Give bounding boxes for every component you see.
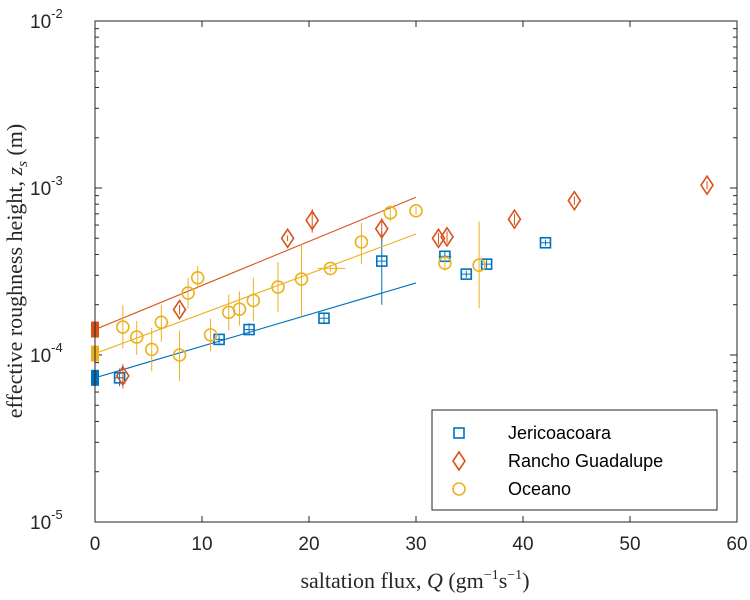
data-point bbox=[280, 227, 295, 249]
x-tick-label: 10 bbox=[191, 534, 212, 555]
tick-labels: 0 10 20 30 40 50 60 10-5 10-4 10-3 10-2 bbox=[30, 6, 748, 555]
data-point bbox=[190, 270, 205, 285]
legend-label: Rancho Guadalupe bbox=[508, 451, 663, 471]
series-rancho-guadalupe bbox=[91, 174, 715, 389]
x-tick-label: 60 bbox=[726, 534, 747, 555]
x-tick-label: 30 bbox=[405, 534, 426, 555]
legend-marker bbox=[453, 427, 465, 439]
data-point bbox=[246, 293, 261, 308]
x-axis-label: saltation flux, Q (gm−1s−1) bbox=[300, 568, 529, 593]
data-point bbox=[305, 209, 320, 231]
axes-box bbox=[94, 20, 738, 523]
data-point bbox=[700, 174, 715, 196]
data-point bbox=[243, 323, 255, 336]
legend-box bbox=[431, 409, 718, 511]
legend-marker bbox=[452, 450, 466, 472]
data-point bbox=[375, 255, 388, 267]
data-point bbox=[374, 218, 389, 240]
data-point bbox=[172, 299, 187, 321]
legend-label: Oceano bbox=[508, 479, 571, 499]
plot-area bbox=[91, 174, 715, 389]
y-tick-label: 10-5 bbox=[30, 507, 63, 534]
data-point bbox=[115, 365, 130, 387]
x-tick-label: 40 bbox=[512, 534, 533, 555]
y-tick-label: 10-4 bbox=[30, 340, 63, 367]
legend-label: Jericoacoara bbox=[508, 423, 612, 443]
data-point bbox=[409, 204, 423, 218]
data-point bbox=[232, 302, 247, 317]
data-point bbox=[539, 236, 552, 249]
data-point bbox=[294, 272, 309, 286]
y-axis-label: effective roughness height, zs (m) bbox=[2, 124, 31, 418]
data-point bbox=[129, 330, 144, 344]
data-point bbox=[181, 286, 195, 300]
data-point bbox=[323, 261, 338, 276]
data-point bbox=[203, 328, 218, 342]
data-point bbox=[354, 235, 369, 249]
fit-line bbox=[94, 196, 417, 331]
x-tick-label: 50 bbox=[619, 534, 640, 555]
legend-marker bbox=[452, 482, 466, 496]
data-point bbox=[154, 315, 169, 330]
data-point bbox=[507, 208, 522, 230]
series-oceano bbox=[91, 204, 486, 381]
data-point bbox=[438, 256, 452, 270]
x-tick-label: 20 bbox=[298, 534, 319, 555]
data-point bbox=[460, 268, 473, 280]
y-tick-label: 10-3 bbox=[30, 173, 63, 200]
data-point bbox=[172, 348, 187, 362]
legend: Jericoacoara Rancho Guadalupe Oceano bbox=[431, 409, 718, 511]
fit-line bbox=[94, 233, 417, 355]
data-point bbox=[472, 258, 486, 272]
data-point bbox=[271, 280, 285, 294]
data-point bbox=[144, 342, 159, 357]
data-point bbox=[383, 206, 398, 220]
data-point bbox=[567, 190, 582, 212]
series-jericoacoara bbox=[91, 231, 552, 387]
x-tick-label: 0 bbox=[90, 534, 101, 555]
data-point bbox=[318, 312, 330, 325]
fit-line bbox=[94, 282, 417, 379]
y-tick-label: 10-2 bbox=[30, 6, 63, 33]
data-point bbox=[480, 258, 493, 270]
data-point bbox=[116, 320, 130, 334]
data-point bbox=[440, 226, 454, 248]
